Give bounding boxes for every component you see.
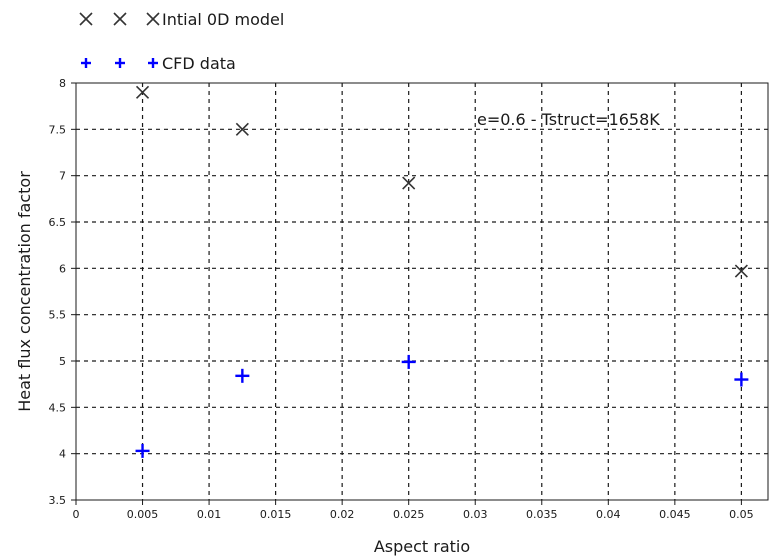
legend-entry-1: CFD data xyxy=(81,54,236,73)
series-0-point-stroke xyxy=(135,85,150,99)
plot-border xyxy=(75,82,769,501)
legend-0-marker xyxy=(79,12,93,26)
legend-0-label: Intial 0D model xyxy=(162,10,284,29)
x-tick-label: 0.01 xyxy=(197,508,222,521)
y-tick-label: 4 xyxy=(59,448,66,461)
x-tick-label: 0.015 xyxy=(260,508,292,521)
legend-0-marker-stroke xyxy=(113,12,127,26)
series-1-point xyxy=(401,354,416,369)
series-1-point xyxy=(734,372,749,387)
series-0-point xyxy=(402,176,416,190)
x-tick-label: 0.005 xyxy=(127,508,159,521)
x-tick-label: 0.02 xyxy=(330,508,355,521)
legend-0-marker-stroke xyxy=(79,12,93,26)
x-tick-label: 0.025 xyxy=(393,508,425,521)
legend: Intial 0D model CFD data xyxy=(79,10,284,73)
data-markers xyxy=(135,85,749,458)
x-tick-label: 0.05 xyxy=(729,508,754,521)
series-1-point xyxy=(235,368,250,383)
legend-0-marker xyxy=(146,12,160,26)
grid xyxy=(76,83,768,500)
chart-annotation: e=0.6 - Tstruct=1658K xyxy=(477,110,660,129)
x-axis-label: Aspect ratio xyxy=(374,537,470,556)
legend-1-marker xyxy=(148,58,158,68)
legend-1-marker xyxy=(81,58,91,68)
plot-area xyxy=(76,83,768,500)
y-tick-label: 7.5 xyxy=(49,123,67,136)
series-0-point xyxy=(235,122,249,136)
legend-entry-0: Intial 0D model xyxy=(79,10,284,29)
y-tick-label: 7 xyxy=(59,170,66,183)
series-0-point-stroke xyxy=(402,176,416,190)
x-tick-label: 0 xyxy=(73,508,80,521)
y-tick-label: 6 xyxy=(59,262,66,275)
y-tick-label: 5.5 xyxy=(49,309,67,322)
y-tick-label: 3.5 xyxy=(49,494,67,507)
legend-1-marker xyxy=(115,58,125,68)
x-tick-label: 0.035 xyxy=(526,508,558,521)
series-0-point-stroke xyxy=(235,122,249,136)
x-tick-label: 0.04 xyxy=(596,508,621,521)
y-axis-label: Heat flux concentration factor xyxy=(15,171,34,412)
legend-1-label: CFD data xyxy=(162,54,236,73)
series-0-point-stroke xyxy=(734,264,748,278)
ticks: 0 0.005 0.01 0.015 0.02 0.025 0.03 0.035 0.04 0.0… xyxy=(49,77,754,521)
y-tick-label: 5 xyxy=(59,355,66,368)
y-tick-label: 4.5 xyxy=(49,401,67,414)
legend-0-marker-stroke xyxy=(146,12,160,26)
series-0-point xyxy=(734,264,748,278)
y-tick-label: 8 xyxy=(59,77,66,90)
x-tick-label: 0.03 xyxy=(463,508,488,521)
series-0-point xyxy=(135,85,150,99)
x-tick-label: 0.045 xyxy=(659,508,691,521)
legend-0-marker xyxy=(113,12,127,26)
y-tick-label: 6.5 xyxy=(49,216,67,229)
series-1-point xyxy=(135,443,150,458)
